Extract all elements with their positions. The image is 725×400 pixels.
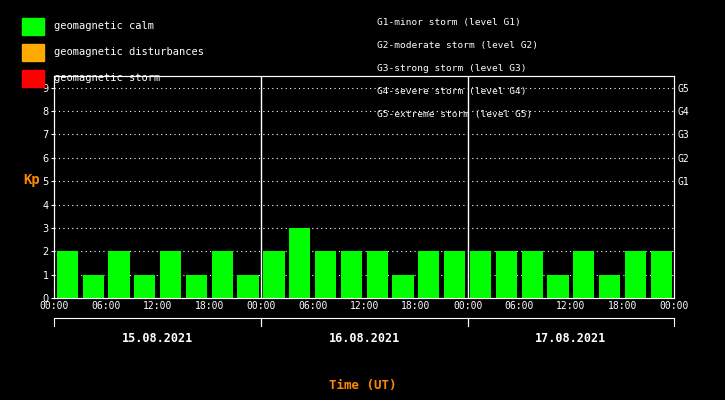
Text: G3-strong storm (level G3): G3-strong storm (level G3)	[377, 64, 526, 73]
Bar	[108, 251, 130, 298]
Bar	[289, 228, 310, 298]
Text: Time (UT): Time (UT)	[328, 379, 397, 392]
Bar	[341, 251, 362, 298]
Bar	[186, 275, 207, 298]
Bar	[599, 275, 621, 298]
Bar	[651, 251, 672, 298]
Text: 15.08.2021: 15.08.2021	[122, 332, 194, 344]
Bar	[521, 251, 543, 298]
Text: geomagnetic disturbances: geomagnetic disturbances	[54, 47, 204, 57]
Bar	[212, 251, 233, 298]
Bar	[83, 275, 104, 298]
Bar	[418, 251, 439, 298]
Bar	[496, 251, 517, 298]
Text: geomagnetic storm: geomagnetic storm	[54, 73, 161, 83]
Bar	[392, 275, 414, 298]
Bar	[263, 251, 284, 298]
Bar	[238, 275, 259, 298]
Bar	[315, 251, 336, 298]
Text: G2-moderate storm (level G2): G2-moderate storm (level G2)	[377, 41, 538, 50]
Bar	[57, 251, 78, 298]
Text: 16.08.2021: 16.08.2021	[328, 332, 400, 344]
Text: G5-extreme storm (level G5): G5-extreme storm (level G5)	[377, 110, 532, 119]
Bar	[547, 275, 568, 298]
Text: G4-severe storm (level G4): G4-severe storm (level G4)	[377, 87, 526, 96]
Bar	[573, 251, 594, 298]
Text: 17.08.2021: 17.08.2021	[535, 332, 607, 344]
Bar	[160, 251, 181, 298]
Text: G1-minor storm (level G1): G1-minor storm (level G1)	[377, 18, 521, 26]
Y-axis label: Kp: Kp	[23, 173, 40, 187]
Text: geomagnetic calm: geomagnetic calm	[54, 21, 154, 31]
Bar	[470, 251, 491, 298]
Bar	[444, 251, 465, 298]
Bar	[134, 275, 155, 298]
Bar	[625, 251, 646, 298]
Bar	[367, 251, 388, 298]
